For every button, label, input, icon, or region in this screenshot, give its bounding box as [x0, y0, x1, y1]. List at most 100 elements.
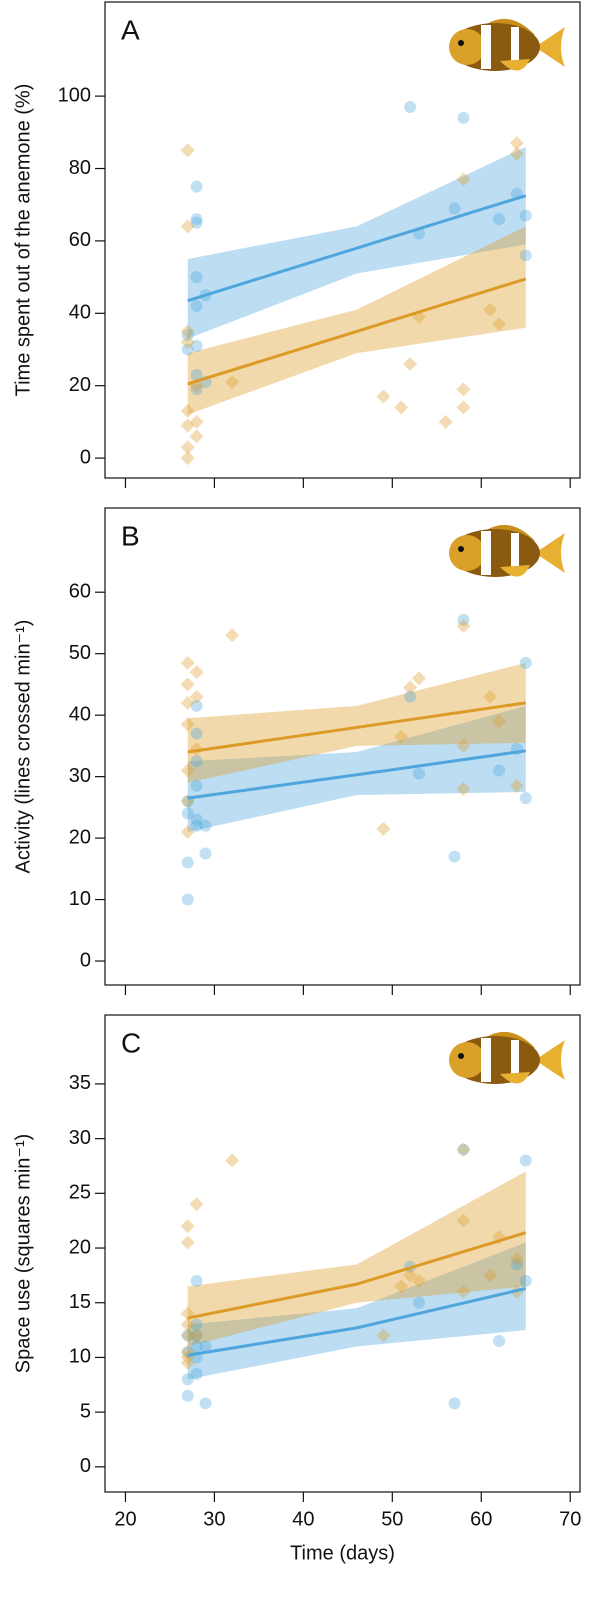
- point: [493, 1335, 506, 1348]
- confidence-band: [187, 1242, 526, 1380]
- fish-band: [481, 531, 491, 575]
- point: [190, 300, 203, 313]
- point: [189, 1197, 204, 1212]
- fish-icon: [449, 524, 565, 577]
- point: [456, 172, 471, 187]
- x-tick-label: 40: [292, 1508, 314, 1530]
- point: [190, 779, 203, 792]
- point: [190, 1367, 203, 1380]
- point: [190, 216, 203, 229]
- fish-eye: [458, 1053, 464, 1059]
- point: [181, 1389, 194, 1402]
- point: [190, 339, 203, 352]
- point: [448, 202, 461, 215]
- point: [190, 819, 203, 832]
- point: [456, 1142, 471, 1157]
- point: [180, 763, 195, 778]
- point: [180, 335, 195, 350]
- confidence-band: [187, 226, 526, 415]
- point: [190, 1329, 203, 1342]
- panel-label: A: [121, 14, 140, 45]
- plot-frame: [104, 1, 581, 479]
- point: [403, 680, 418, 695]
- fish-head: [449, 535, 485, 571]
- fit-line: [187, 194, 527, 303]
- confidence-band: [187, 662, 526, 783]
- point: [180, 655, 195, 670]
- point: [519, 249, 532, 262]
- point: [456, 400, 471, 415]
- point: [519, 1274, 532, 1287]
- point: [509, 136, 524, 151]
- point: [180, 1317, 195, 1332]
- point: [225, 1153, 240, 1168]
- fish-icon: [449, 18, 565, 71]
- x-axis-label: Time (days): [290, 1542, 395, 1564]
- point: [456, 1213, 471, 1228]
- point: [180, 440, 195, 455]
- y-axis-label: Activity (lines crossed min⁻¹): [12, 620, 34, 874]
- point: [199, 847, 212, 860]
- point: [456, 1284, 471, 1299]
- point: [190, 1318, 203, 1331]
- point: [190, 368, 203, 381]
- point: [411, 1273, 426, 1288]
- y-tick-label: 60: [69, 580, 91, 602]
- point: [510, 1258, 523, 1271]
- point: [180, 717, 195, 732]
- point: [180, 324, 195, 339]
- fish-tail: [535, 27, 565, 67]
- point: [492, 317, 507, 332]
- point: [189, 689, 204, 704]
- point: [519, 656, 532, 669]
- point: [493, 764, 506, 777]
- point: [189, 1328, 204, 1343]
- point: [483, 689, 498, 704]
- fish-tail: [535, 533, 565, 573]
- point: [180, 824, 195, 839]
- y-tick-label: 40: [69, 302, 91, 324]
- point: [457, 1143, 470, 1156]
- y-tick-label: 50: [69, 642, 91, 664]
- fish-band: [511, 27, 519, 67]
- point: [180, 1219, 195, 1234]
- point: [483, 302, 498, 317]
- y-tick-label: 60: [69, 229, 91, 251]
- panel-label: B: [121, 520, 140, 551]
- point: [456, 781, 471, 796]
- point: [519, 209, 532, 222]
- y-tick-label: 10: [69, 888, 91, 910]
- fish-fin: [500, 59, 530, 71]
- y-tick-label: 10: [69, 1346, 91, 1368]
- point: [190, 1340, 203, 1353]
- y-tick-label: 100: [58, 84, 91, 106]
- y-tick-label: 25: [69, 1182, 91, 1204]
- point: [404, 690, 417, 703]
- point: [180, 1328, 195, 1343]
- point: [412, 1296, 425, 1309]
- fit-line: [187, 1231, 527, 1320]
- point: [199, 819, 212, 832]
- point: [394, 400, 409, 415]
- y-tick-label: 0: [80, 949, 91, 971]
- y-tick-label: 30: [69, 1127, 91, 1149]
- y-tick-label: 20: [69, 1236, 91, 1258]
- plot-frame: [104, 1014, 581, 1493]
- y-axis-label: Space use (squares min⁻¹): [12, 1134, 34, 1374]
- point: [181, 856, 194, 869]
- point: [181, 807, 194, 820]
- point: [181, 343, 194, 356]
- fish-head: [449, 29, 485, 65]
- fish-head: [449, 1042, 485, 1078]
- y-tick-label: 0: [80, 446, 91, 468]
- point: [376, 1328, 391, 1343]
- fish-band: [481, 25, 491, 69]
- point: [190, 383, 203, 396]
- x-tick-label: 20: [114, 1508, 136, 1530]
- point: [509, 778, 524, 793]
- x-tick-label: 50: [381, 1508, 403, 1530]
- point: [180, 1355, 195, 1370]
- fish-band: [511, 533, 519, 573]
- point: [509, 147, 524, 162]
- x-tick-label: 30: [203, 1508, 225, 1530]
